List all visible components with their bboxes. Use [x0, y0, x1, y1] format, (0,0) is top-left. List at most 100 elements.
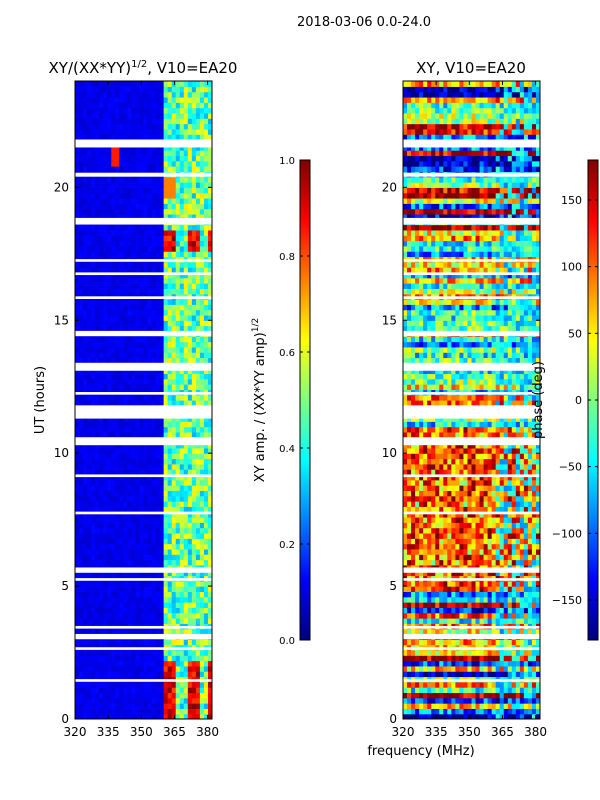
- heatmap-cell: [535, 596, 540, 603]
- heatmap-cell: [123, 660, 128, 667]
- heatmap-cell: [195, 288, 201, 295]
- heatmap-cell: [151, 713, 157, 719]
- heatmap-cell: [147, 346, 153, 353]
- heatmap-cell: [167, 463, 173, 470]
- heatmap-cell: [139, 197, 145, 204]
- heatmap-cell: [171, 511, 177, 518]
- heatmap-cell: [95, 187, 100, 194]
- heatmap-cell: [155, 197, 161, 204]
- heatmap-cell: [135, 240, 141, 247]
- heatmap-cell: [151, 511, 157, 518]
- heatmap-cell: [191, 272, 197, 279]
- heatmap-cell: [183, 469, 189, 476]
- heatmap-cell: [99, 384, 104, 390]
- heatmap-cell: [119, 213, 124, 220]
- heatmap-cell: [147, 203, 153, 210]
- heatmap-cell: [203, 118, 209, 125]
- heatmap-cell: [163, 267, 169, 273]
- heatmap-cell: [195, 607, 201, 614]
- heatmap-cell: [123, 144, 128, 151]
- heatmap-cell: [79, 602, 84, 608]
- heatmap-cell: [99, 272, 104, 279]
- heatmap-cell: [187, 681, 193, 688]
- heatmap-cell: [203, 543, 209, 550]
- heatmap-cell: [435, 703, 440, 709]
- heatmap-cell: [83, 511, 88, 518]
- heatmap-cell: [467, 591, 473, 598]
- heatmap-cell: [135, 415, 141, 422]
- heatmap-cell: [151, 352, 157, 359]
- heatmap-cell: [123, 570, 128, 577]
- heatmap-cell: [75, 548, 80, 555]
- heatmap-cell: [147, 612, 153, 619]
- heatmap-cell: [183, 426, 189, 433]
- heatmap-cell: [143, 160, 149, 167]
- heatmap-cell: [115, 602, 120, 608]
- heatmap-cell: [191, 176, 197, 183]
- heatmap-cell: [99, 485, 104, 491]
- heatmap-cell: [407, 697, 412, 704]
- heatmap-cell: [435, 591, 440, 598]
- heatmap-cell: [155, 283, 161, 289]
- heatmap-cell: [75, 86, 80, 93]
- heatmap-cell: [103, 229, 108, 236]
- heatmap-cell: [155, 288, 161, 295]
- heatmap-cell: [403, 649, 408, 656]
- heatmap-cell: [79, 155, 84, 162]
- heatmap-cell: [99, 118, 104, 125]
- heatmap-cell: [167, 655, 173, 662]
- heatmap-cell: [187, 687, 193, 694]
- heatmap-cell: [463, 713, 469, 719]
- heatmap-cell: [163, 649, 169, 656]
- heatmap-cell: [167, 538, 173, 545]
- heatmap-cell: [151, 628, 157, 635]
- colorbar-tick-label: 0.8: [279, 252, 295, 263]
- heatmap-cell: [171, 378, 177, 385]
- heatmap-cell: [183, 288, 189, 295]
- heatmap-cell: [519, 639, 525, 646]
- heatmap-cell: [139, 400, 145, 406]
- heatmap-cell: [143, 235, 149, 242]
- heatmap-cell: [103, 336, 108, 343]
- heatmap-cell: [175, 490, 181, 497]
- heatmap-cell: [179, 697, 185, 704]
- heatmap-cell: [103, 304, 108, 311]
- heatmap-cell: [131, 373, 137, 380]
- heatmap-cell: [503, 596, 509, 603]
- heatmap-cell: [183, 639, 189, 646]
- heatmap-cell: [203, 554, 209, 561]
- heatmap-cell: [163, 107, 169, 114]
- heatmap-cell: [103, 213, 108, 220]
- heatmap-cell: [163, 687, 169, 694]
- heatmap-cell: [111, 447, 116, 454]
- heatmap-cell: [83, 490, 88, 497]
- heatmap-cell: [111, 655, 116, 662]
- heatmap-cell: [115, 128, 120, 135]
- heatmap-cell: [503, 687, 509, 694]
- heatmap-cell: [107, 187, 112, 194]
- heatmap-cell: [191, 235, 197, 242]
- heatmap-cell: [83, 357, 88, 364]
- heatmap-cell: [179, 479, 185, 486]
- heatmap-cell: [111, 570, 116, 577]
- heatmap-cell: [115, 160, 120, 167]
- heatmap-cell: [123, 81, 128, 87]
- heatmap-cell: [87, 272, 92, 279]
- heatmap-cell: [499, 649, 505, 656]
- heatmap-cell: [179, 394, 185, 401]
- heatmap-cell: [159, 91, 165, 98]
- heatmap-cell: [163, 660, 169, 667]
- heatmap-cell: [455, 607, 461, 614]
- heatmap-cell: [111, 107, 116, 114]
- figure-suptitle: 2018-03-06 0.0-24.0: [297, 15, 431, 30]
- heatmap-cell: [195, 628, 201, 635]
- heatmap-cell: [131, 458, 137, 465]
- heatmap-cell: [95, 501, 100, 507]
- heatmap-cell: [187, 522, 193, 529]
- heatmap-cell: [87, 607, 92, 614]
- heatmap-cell: [115, 421, 120, 428]
- heatmap-cell: [135, 400, 141, 406]
- heatmap-cell: [199, 655, 205, 662]
- heatmap-cell: [127, 501, 133, 507]
- heatmap-cell: [407, 586, 412, 592]
